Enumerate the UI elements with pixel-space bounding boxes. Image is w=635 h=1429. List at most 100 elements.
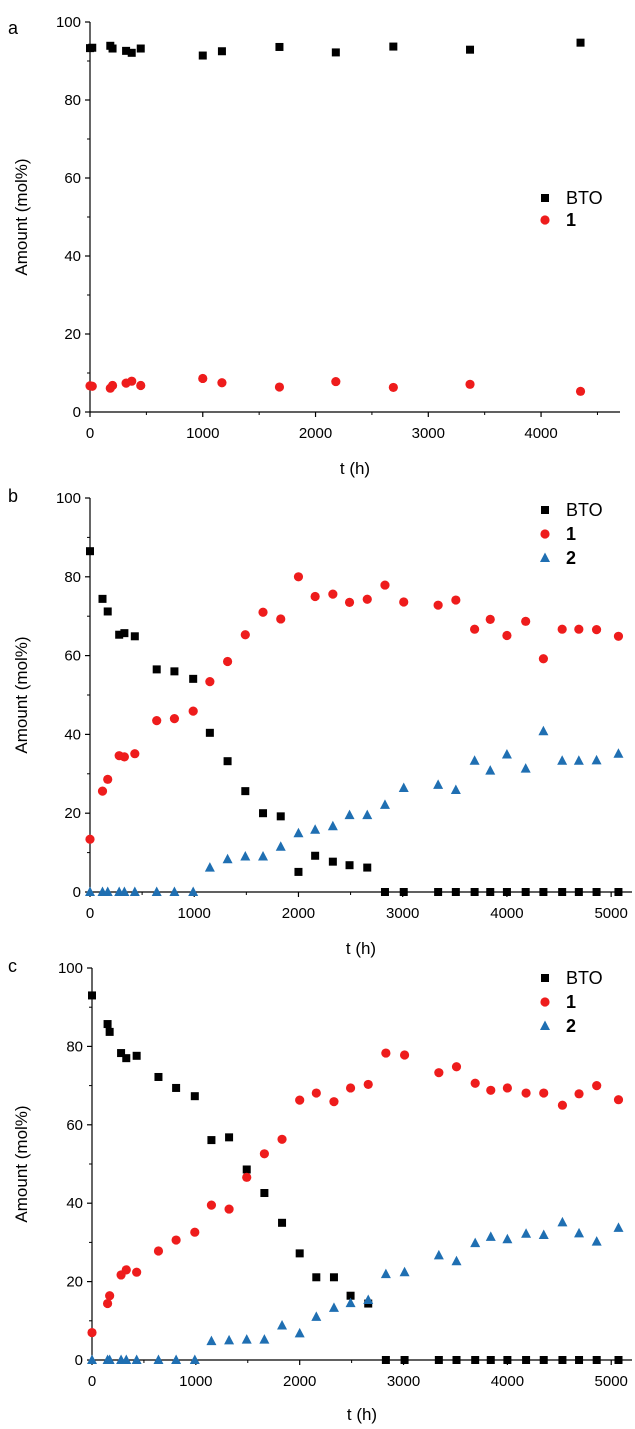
data-point bbox=[87, 381, 97, 391]
x-tick-label: 3000 bbox=[387, 1373, 420, 1390]
y-axis-title: Amount (mol%) bbox=[12, 1105, 31, 1222]
data-point bbox=[190, 1092, 199, 1101]
data-point bbox=[86, 547, 94, 556]
data-point bbox=[329, 1097, 339, 1107]
data-point bbox=[172, 1083, 181, 1092]
data-point bbox=[130, 632, 139, 641]
data-point bbox=[485, 1231, 496, 1241]
legend-marker bbox=[541, 974, 549, 982]
data-point bbox=[539, 1088, 549, 1098]
legend-label: 2 bbox=[566, 548, 576, 568]
data-point bbox=[433, 1249, 444, 1260]
y-tick-label: 40 bbox=[66, 1195, 83, 1212]
series-BTO bbox=[88, 991, 623, 1364]
data-point bbox=[295, 1249, 304, 1258]
data-point bbox=[104, 1354, 115, 1364]
data-point bbox=[275, 841, 286, 851]
data-point bbox=[205, 728, 214, 737]
legend-label: BTO bbox=[566, 500, 603, 520]
data-point bbox=[310, 824, 321, 834]
data-point bbox=[591, 754, 602, 765]
y-tick-label: 40 bbox=[64, 726, 81, 743]
data-point bbox=[294, 867, 303, 876]
data-point bbox=[127, 376, 137, 386]
data-point bbox=[452, 1356, 461, 1364]
data-point bbox=[346, 1291, 355, 1300]
data-point bbox=[388, 382, 398, 393]
data-point bbox=[522, 1356, 531, 1364]
data-point bbox=[345, 1297, 356, 1308]
data-point bbox=[188, 886, 199, 896]
data-point bbox=[613, 1222, 624, 1232]
y-tick-label: 80 bbox=[64, 92, 81, 109]
data-point bbox=[103, 774, 113, 784]
data-point bbox=[224, 1334, 235, 1345]
data-point bbox=[152, 716, 162, 726]
data-point bbox=[242, 1172, 252, 1182]
data-point bbox=[485, 765, 496, 775]
data-point bbox=[557, 1100, 568, 1110]
data-point bbox=[293, 572, 304, 582]
data-point bbox=[331, 48, 340, 57]
x-tick-label: 0 bbox=[86, 425, 94, 442]
data-point bbox=[558, 1356, 567, 1364]
data-point bbox=[399, 1050, 410, 1060]
data-point bbox=[469, 755, 480, 765]
data-point bbox=[486, 1085, 496, 1095]
data-point bbox=[389, 42, 398, 51]
data-point bbox=[380, 1268, 391, 1279]
data-point bbox=[105, 1291, 115, 1301]
data-point bbox=[117, 1049, 126, 1058]
x-axis-title: t (h) bbox=[347, 1405, 377, 1424]
data-point bbox=[122, 1054, 131, 1063]
data-point bbox=[520, 763, 531, 773]
data-point bbox=[381, 1356, 390, 1364]
data-point bbox=[190, 1227, 200, 1237]
data-point bbox=[327, 820, 338, 831]
data-point bbox=[345, 861, 354, 870]
data-point bbox=[129, 886, 140, 896]
data-point bbox=[119, 752, 129, 762]
data-point bbox=[502, 888, 511, 896]
data-point bbox=[88, 991, 96, 1000]
legend-marker bbox=[541, 506, 549, 514]
data-point bbox=[558, 888, 567, 896]
y-tick-label: 20 bbox=[64, 805, 81, 822]
data-point bbox=[222, 853, 233, 864]
data-point bbox=[131, 1354, 142, 1364]
data-point bbox=[471, 1356, 480, 1364]
data-point bbox=[591, 624, 602, 635]
legend: BTO 1 2 bbox=[540, 968, 603, 1036]
y-tick-label: 0 bbox=[73, 404, 81, 421]
data-point bbox=[85, 834, 95, 844]
y-tick-label: 0 bbox=[75, 1352, 83, 1369]
data-point bbox=[198, 373, 208, 384]
x-tick-label: 5000 bbox=[594, 905, 627, 922]
data-point bbox=[381, 1048, 391, 1058]
data-point bbox=[574, 624, 584, 634]
y-tick-label: 100 bbox=[56, 490, 81, 507]
data-point bbox=[198, 51, 207, 60]
data-point bbox=[207, 1136, 216, 1145]
series-1 bbox=[87, 1048, 624, 1338]
data-point bbox=[399, 1266, 410, 1277]
data-point bbox=[485, 614, 495, 624]
data-point bbox=[222, 656, 233, 667]
data-point bbox=[132, 1267, 142, 1277]
data-point bbox=[107, 380, 118, 391]
data-point bbox=[328, 589, 338, 599]
x-tick-label: 2000 bbox=[299, 425, 332, 442]
data-point bbox=[399, 597, 409, 607]
series-1 bbox=[85, 572, 624, 844]
data-point bbox=[363, 1294, 374, 1305]
data-point bbox=[206, 1335, 217, 1346]
y-tick-label: 60 bbox=[64, 648, 81, 665]
data-point bbox=[259, 809, 268, 818]
data-point bbox=[189, 1354, 200, 1364]
data-point bbox=[557, 1216, 568, 1227]
data-point bbox=[574, 1227, 585, 1238]
data-point bbox=[136, 380, 146, 391]
data-point bbox=[521, 888, 530, 896]
y-tick-label: 0 bbox=[73, 884, 81, 901]
